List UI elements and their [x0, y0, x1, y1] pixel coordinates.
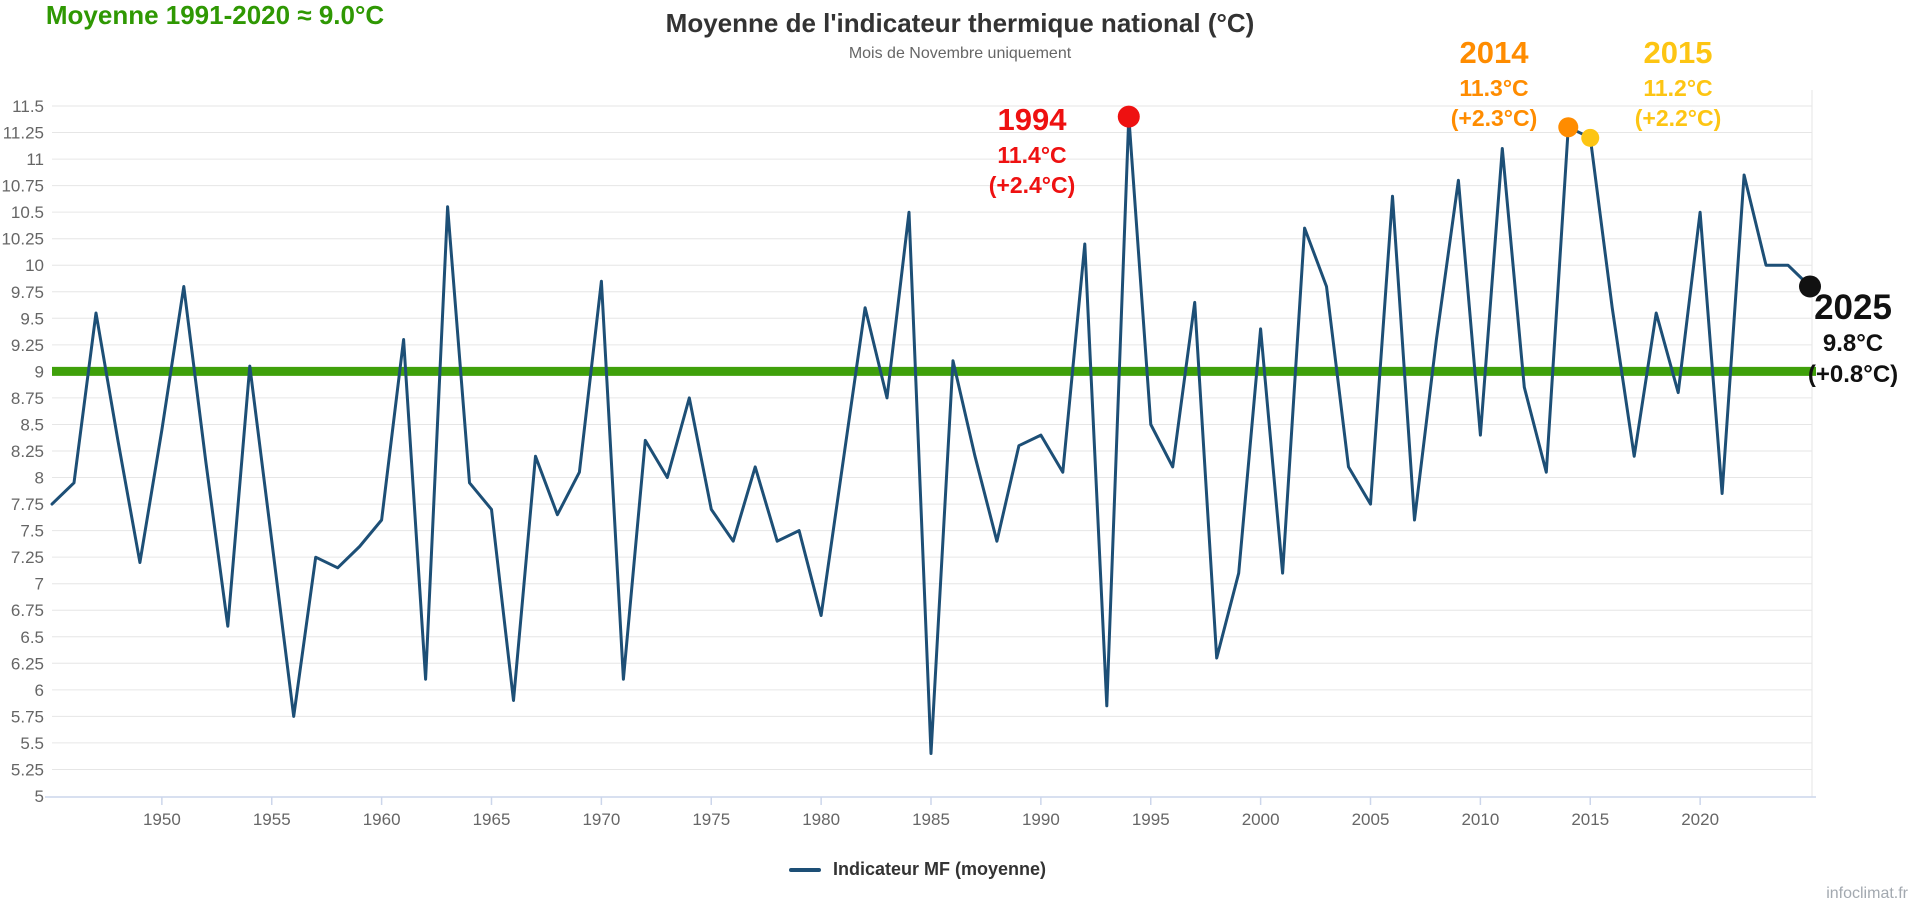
y-axis-tick-label: 7 [35, 575, 44, 594]
y-axis-tick-label: 10 [25, 256, 44, 275]
y-axis-tick-label: 6.25 [11, 654, 44, 673]
highlight-dot-2014[interactable] [1558, 117, 1579, 138]
y-axis-tick-label: 11.5 [12, 97, 44, 116]
y-axis-tick-label: 5.25 [11, 760, 44, 779]
y-axis-tick-label: 7.5 [20, 522, 44, 541]
annotation-2025-anomaly: (+0.8°C) [1807, 361, 1899, 388]
x-axis-tick-label: 1950 [143, 810, 181, 829]
y-axis-tick-label: 9 [35, 362, 44, 381]
annotation-2015: 2015 11.2°C (+2.2°C) [1588, 33, 1768, 133]
y-axis-tick-label: 8.5 [20, 415, 44, 434]
y-axis-tick-label: 11 [26, 150, 44, 169]
chart-subtitle: Mois de Novembre uniquement [848, 45, 1072, 62]
legend-item-indicateur-mf[interactable]: Indicateur MF (moyenne) [789, 859, 1046, 880]
highlight-dot-2015[interactable] [1581, 128, 1600, 147]
annotation-1994: 1994 11.4°C (+2.4°C) [947, 100, 1117, 200]
y-axis-tick-label: 5.75 [11, 707, 44, 726]
y-axis-tick-label: 10.25 [1, 230, 44, 249]
annotation-1994-year: 1994 [997, 102, 1067, 137]
x-axis-tick-label: 1955 [253, 810, 291, 829]
highlight-dot-2025[interactable] [1799, 275, 1821, 298]
annotation-2014-value: 11.3°C [1459, 75, 1529, 101]
y-axis-tick-label: 9.5 [20, 309, 44, 328]
highlight-dots [1117, 105, 1821, 298]
chart-title: Moyenne de l'indicateur thermique nation… [665, 8, 1255, 38]
x-axis-tick-label: 1990 [1022, 810, 1060, 829]
legend-line-swatch [789, 867, 821, 872]
y-axis-tick-label: 6.5 [20, 628, 44, 647]
watermark-infoclimat: infoclimat.fr [1826, 885, 1908, 902]
annotation-2014: 2014 11.3°C (+2.3°C) [1404, 33, 1584, 133]
y-axis-tick-label: 9.25 [11, 336, 44, 355]
x-axis-tick-label: 2000 [1242, 810, 1280, 829]
y-axis-tick-label: 6.75 [11, 601, 44, 620]
y-axis-tick-label: 7.75 [11, 495, 44, 514]
axes [45, 796, 1816, 805]
y-axis-tick-label: 9.75 [11, 283, 44, 302]
annotation-2014-year: 2014 [1459, 35, 1529, 70]
legend-label: Indicateur MF (moyenne) [833, 859, 1047, 879]
x-axis-tick-label: 2005 [1352, 810, 1390, 829]
y-axis-tick-label: 8.75 [11, 389, 44, 408]
x-axis-tick-label: 1960 [363, 810, 401, 829]
indicator-series-line [50, 115, 1812, 755]
x-axis-tick-label: 1970 [582, 810, 620, 829]
x-axis-tick-label: 2020 [1681, 810, 1719, 829]
x-axis-tick-label: 1995 [1132, 810, 1170, 829]
annotation-2015-value: 11.2°C [1643, 75, 1713, 101]
highlight-dot-1994[interactable] [1117, 105, 1140, 128]
x-axis-tick-label: 1985 [912, 810, 950, 829]
grid-lines [52, 90, 1813, 797]
y-axis-tick-label: 11.25 [3, 124, 44, 143]
x-axis-tick-label: 2015 [1571, 810, 1609, 829]
y-axis-tick-label: 8.25 [11, 442, 44, 461]
y-axis-tick-label: 10.75 [1, 177, 44, 196]
y-axis-tick-label: 7.25 [11, 548, 44, 567]
axis-labels: 5 5.25 5.5 5.75 6 6.25 6.5 6.75 7 7.25 7.5 7.75 8 8.2… [1, 97, 1719, 829]
x-axis-tick-label: 1965 [473, 810, 511, 829]
annotation-2015-year: 2015 [1643, 35, 1713, 70]
y-axis-tick-label: 8 [35, 469, 44, 488]
x-axis-tick-label: 1980 [802, 810, 840, 829]
y-axis-tick-label: 5 [35, 787, 44, 806]
annotation-2025: 2025 9.8°C (+0.8°C) [1786, 287, 1920, 390]
annotation-mean-1991-2020: Moyenne 1991-2020 ≈ 9.0°C [45, 0, 385, 30]
y-axis-tick-label: 5.5 [20, 734, 44, 753]
annotation-1994-value: 11.4°C [997, 142, 1067, 168]
annotation-2025-year: 2025 [1814, 288, 1892, 327]
y-axis-tick-label: 10.5 [11, 203, 44, 222]
x-axis-tick-label: 1975 [692, 810, 730, 829]
x-axis-tick-label: 2010 [1461, 810, 1499, 829]
series-line [50, 115, 1812, 755]
annotation-2025-value: 9.8°C [1822, 330, 1884, 357]
annotation-2015-anomaly: (+2.2°C) [1634, 105, 1722, 131]
annotation-2014-anomaly: (+2.3°C) [1450, 105, 1538, 131]
y-axis-tick-label: 6 [35, 681, 44, 700]
annotation-1994-anomaly: (+2.4°C) [988, 172, 1076, 198]
